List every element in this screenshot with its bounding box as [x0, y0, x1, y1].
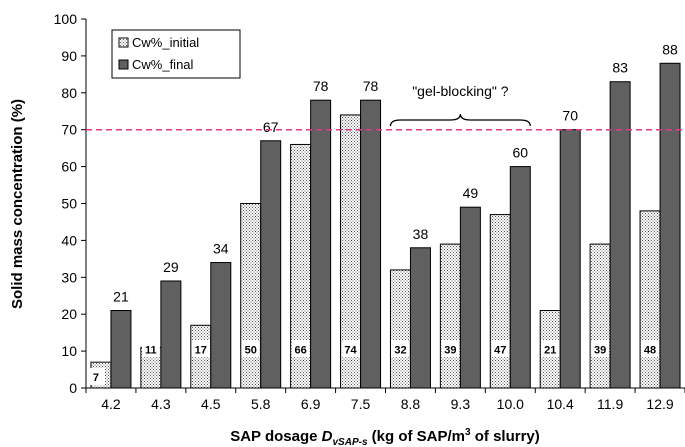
data-label-final: 88: [662, 41, 678, 57]
annotation-text: "gel-blocking" ?: [412, 83, 509, 99]
y-tick-label: 50: [61, 196, 77, 212]
x-tick-label: 12.9: [646, 396, 673, 412]
bar-final: [659, 62, 681, 389]
legend-box: [111, 29, 241, 79]
legend-label-initial: Cw%_initial: [132, 35, 199, 50]
legend-swatch-initial: [118, 37, 129, 48]
data-label-final: 78: [313, 78, 329, 94]
data-label-final: 21: [113, 289, 129, 305]
x-tick-label: 6.9: [301, 396, 321, 412]
data-label-initial-bg: [341, 340, 360, 358]
data-label-final: 34: [213, 241, 229, 257]
bar-initial: [439, 243, 461, 389]
y-tick-label: 20: [61, 306, 77, 322]
bar-initial: [389, 269, 411, 389]
data-label-final: 83: [612, 60, 628, 76]
annotation-brace: [389, 113, 531, 127]
data-label-initial-bg: [291, 340, 310, 358]
data-label-initial: 74: [344, 344, 357, 356]
data-label-initial-bg: [591, 340, 610, 358]
data-label-final: 67: [263, 119, 279, 135]
bar-final: [409, 247, 431, 389]
data-label-initial-bg: [86, 367, 105, 385]
y-tick-label: 40: [61, 232, 77, 248]
x-axis-title: SAP dosage DvSAP-s (kg of SAP/m3 of slur…: [230, 427, 540, 447]
bar-final: [260, 140, 282, 389]
data-label-initial: 50: [245, 344, 257, 356]
x-tick-label: 7.5: [351, 396, 371, 412]
y-tick-label: 0: [69, 380, 77, 396]
data-label-initial: 7: [93, 372, 99, 384]
bar-initial: [589, 243, 611, 389]
data-label-initial-bg: [391, 340, 410, 358]
x-axis-title-suffix-b: of slurry): [471, 428, 540, 445]
legend-label-final: Cw%_final: [132, 57, 194, 72]
x-axis-title-subscript: vSAP-s: [332, 437, 367, 447]
y-tick-label: 80: [61, 85, 77, 101]
data-label-initial: 66: [295, 344, 307, 356]
bar-final: [559, 129, 581, 389]
data-label-initial-bg: [241, 340, 260, 358]
x-tick-label: 5.8: [251, 396, 271, 412]
y-tick-label: 30: [61, 269, 77, 285]
y-tick-label: 70: [61, 122, 77, 138]
y-tick-label: 90: [61, 48, 77, 64]
bar-final: [459, 206, 481, 389]
x-tick-label: 10.0: [497, 396, 524, 412]
bar-final: [160, 280, 182, 389]
data-label-initial: 21: [544, 344, 556, 356]
bar-initial: [240, 203, 262, 389]
data-label-final: 60: [513, 145, 529, 161]
data-label-initial: 17: [195, 344, 207, 356]
x-tick-label: 9.3: [451, 396, 471, 412]
data-label-final: 29: [163, 259, 179, 275]
bar-final: [110, 310, 132, 389]
data-label-initial-bg: [641, 340, 660, 358]
x-axis-title-prefix: SAP dosage: [230, 428, 321, 445]
x-tick-label: 10.4: [547, 396, 574, 412]
y-tick-label: 10: [61, 343, 77, 359]
data-label-initial-bg: [541, 340, 560, 358]
data-label-initial: 11: [145, 344, 157, 356]
data-label-initial-bg: [191, 340, 210, 358]
x-tick-label: 11.9: [597, 396, 623, 412]
legend-swatch-final: [118, 59, 129, 70]
data-label-initial: 39: [444, 344, 456, 356]
bar-initial: [489, 214, 511, 389]
data-label-final: 78: [363, 78, 379, 94]
data-label-final: 49: [463, 185, 479, 201]
x-tick-label: 4.3: [151, 396, 171, 412]
data-label-initial-bg: [141, 340, 160, 358]
y-tick-label: 60: [61, 159, 77, 175]
bar-final: [609, 81, 631, 389]
x-tick-label: 8.8: [401, 396, 421, 412]
y-tick-label: 100: [54, 11, 78, 27]
bar-final: [360, 99, 382, 389]
data-label-initial-bg: [441, 340, 460, 358]
bar-final: [509, 166, 531, 389]
bar-final: [210, 262, 232, 389]
bar-initial: [639, 210, 661, 389]
x-axis-title-suffix-a: (kg of SAP/m: [368, 428, 466, 445]
data-label-initial: 48: [644, 344, 656, 356]
data-label-final: 38: [413, 226, 429, 242]
bar-final: [310, 99, 332, 389]
y-axis-title: Solid mass concentration (%): [9, 99, 26, 309]
x-tick-label: 4.2: [101, 396, 121, 412]
data-label-final: 70: [562, 108, 578, 124]
x-axis-title-symbol: D: [322, 428, 333, 445]
data-label-initial: 47: [494, 344, 506, 356]
x-tick-label: 4.5: [201, 396, 221, 412]
data-label-initial-bg: [491, 340, 510, 358]
data-label-initial: 39: [594, 344, 606, 356]
x-axis-title-superscript: 3: [465, 427, 471, 438]
data-label-initial: 32: [394, 344, 406, 356]
